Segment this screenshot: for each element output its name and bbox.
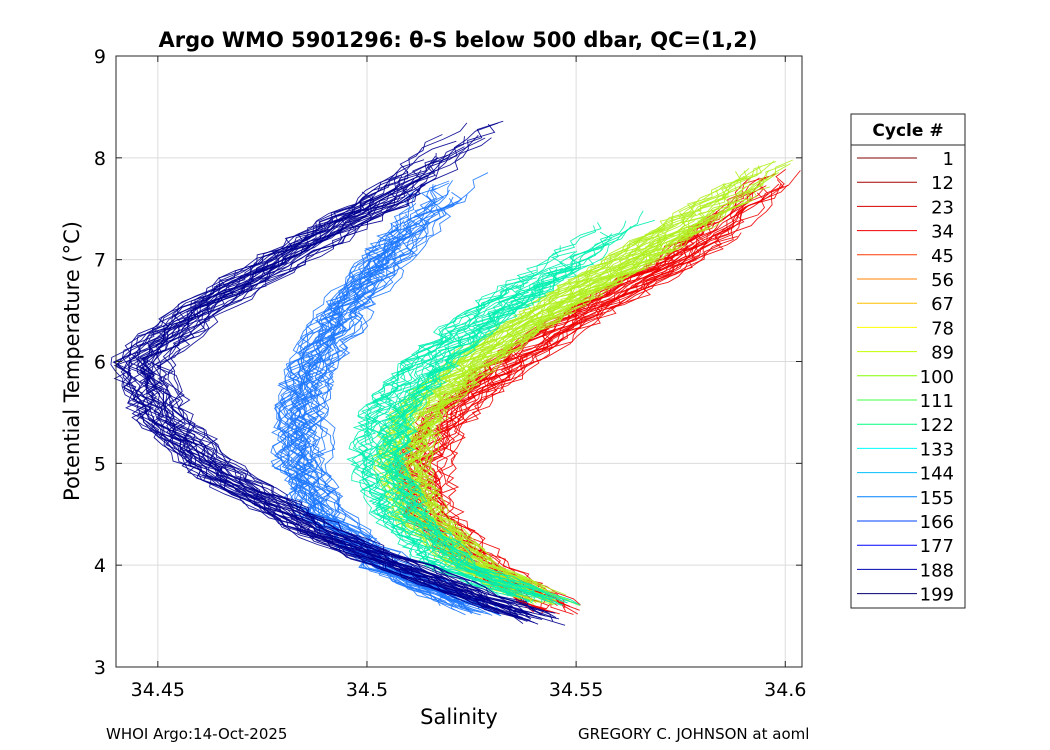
profile-line (374, 268, 557, 598)
profile-line (115, 134, 500, 614)
legend-entry-label: 78 (931, 318, 954, 339)
profile-line (135, 188, 543, 620)
legend-entry-label: 56 (931, 270, 954, 291)
legend-entry-label: 188 (920, 560, 954, 581)
profile-line (438, 235, 738, 609)
profile-line (153, 192, 554, 622)
profile-line (145, 122, 532, 616)
legend-entry-label: 155 (920, 488, 954, 509)
profile-line (296, 180, 471, 604)
profile-line (355, 286, 531, 601)
x-tick-labels: 34.45 34.5 34.55 34.6 (131, 679, 807, 701)
legend-title: Cycle # (872, 121, 943, 141)
legend-entry-label: 34 (931, 222, 954, 243)
profile-line (409, 209, 717, 606)
x-tick-label: 34.45 (131, 679, 185, 701)
legend-entry-label: 133 (920, 439, 954, 460)
profile-line (357, 287, 509, 597)
x-tick-label: 34.55 (549, 679, 603, 701)
profile-line (398, 186, 747, 592)
profile-line (391, 225, 632, 605)
y-axis-label: Potential Temperature (°C) (60, 221, 84, 501)
legend-entry-label: 100 (920, 367, 954, 388)
x-tick-label: 34.6 (764, 679, 806, 701)
legend-entry-label: 1 (943, 149, 954, 170)
profile-line (382, 183, 726, 601)
profile-line (417, 182, 764, 601)
y-tick-label: 5 (94, 453, 106, 475)
legend-entry-label: 12 (931, 173, 954, 194)
profile-line (435, 183, 780, 602)
legend-entry-label: 122 (920, 415, 954, 436)
profile-line (122, 140, 510, 615)
legend-entry-label: 45 (931, 246, 954, 267)
legend-entry-label: 177 (920, 536, 954, 557)
legend-entry-label: 67 (931, 294, 954, 315)
legend-entry-label: 111 (920, 391, 954, 412)
legend-box (850, 113, 966, 609)
profile-line (156, 186, 557, 619)
legend-entry-label: 23 (931, 197, 954, 218)
profile-lines (110, 120, 801, 626)
axis-ticks (116, 55, 802, 668)
chart-title: Argo WMO 5901296: θ-S below 500 dbar, QC… (159, 28, 758, 52)
profile-line (362, 222, 602, 596)
y-tick-labels: 3 4 5 6 7 8 9 (94, 46, 106, 679)
profile-line (112, 122, 519, 619)
profile-line (388, 230, 627, 603)
footer-right: GREGORY C. JOHNSON at aoml (578, 725, 810, 743)
profile-line (115, 195, 523, 619)
x-axis-label: Salinity (420, 705, 498, 729)
footer-left: WHOI Argo:14-Oct-2025 (106, 725, 288, 743)
profile-line (138, 177, 517, 614)
legend-entry-label: 144 (920, 464, 954, 485)
profile-line (306, 226, 483, 607)
profile-line (314, 194, 489, 608)
profile-line (362, 284, 531, 603)
y-tick-label: 3 (94, 657, 106, 679)
y-tick-label: 6 (94, 352, 106, 374)
profile-line (394, 219, 655, 604)
legend-entry-label: 89 (931, 343, 954, 364)
legend-entry-label: 199 (920, 585, 954, 606)
profile-line (414, 172, 780, 592)
x-tick-label: 34.5 (346, 679, 388, 701)
legend: Cycle # 1 12 23 34 45 56 67 78 89 100 111 122 133 144… (850, 113, 966, 609)
y-tick-label: 8 (94, 148, 106, 170)
y-tick-label: 4 (94, 555, 106, 577)
y-tick-label: 9 (94, 46, 106, 68)
profile-line (394, 279, 568, 604)
profile-line (439, 232, 742, 606)
profile-line (307, 191, 500, 614)
profile-line (147, 120, 542, 619)
legend-entry-label: 166 (920, 512, 954, 533)
profile-line (408, 163, 791, 600)
y-tick-label: 7 (94, 250, 106, 272)
profile-line (315, 172, 501, 611)
